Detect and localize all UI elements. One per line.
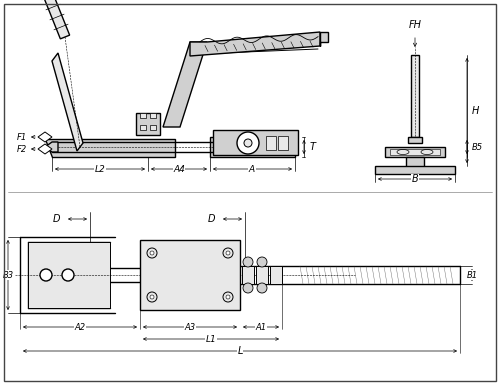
Bar	[270, 266, 282, 284]
Bar	[150, 125, 156, 130]
Circle shape	[243, 283, 253, 293]
Polygon shape	[320, 32, 328, 46]
Text: A: A	[249, 164, 255, 174]
Bar	[256, 266, 268, 284]
Circle shape	[150, 295, 154, 299]
Polygon shape	[45, 139, 175, 157]
Bar	[406, 157, 424, 169]
Polygon shape	[163, 42, 207, 127]
Circle shape	[226, 295, 230, 299]
Text: B3: B3	[2, 271, 14, 280]
Polygon shape	[210, 137, 295, 157]
Bar	[408, 137, 422, 143]
Bar	[411, 55, 419, 137]
Polygon shape	[45, 142, 58, 152]
Bar	[375, 166, 455, 174]
Text: H: H	[472, 105, 480, 116]
Text: L1: L1	[206, 335, 216, 343]
Text: B: B	[412, 174, 418, 184]
Polygon shape	[52, 53, 83, 151]
Text: A3: A3	[184, 323, 196, 331]
Text: T: T	[310, 142, 316, 152]
Text: L2: L2	[94, 164, 106, 174]
Circle shape	[223, 292, 233, 302]
Circle shape	[147, 292, 157, 302]
Text: F1: F1	[17, 132, 27, 142]
Circle shape	[243, 257, 253, 267]
Text: D: D	[52, 214, 60, 224]
Bar	[213, 130, 298, 155]
Circle shape	[40, 269, 52, 281]
Circle shape	[257, 257, 267, 267]
Text: D: D	[208, 214, 215, 224]
Polygon shape	[40, 0, 70, 39]
Bar	[242, 266, 254, 284]
Bar	[28, 242, 110, 308]
Circle shape	[147, 248, 157, 258]
Polygon shape	[190, 32, 320, 56]
Bar	[385, 147, 445, 157]
Text: A4: A4	[173, 164, 185, 174]
Bar	[140, 125, 146, 130]
Circle shape	[223, 248, 233, 258]
Text: L: L	[238, 346, 242, 356]
Circle shape	[244, 139, 252, 147]
Text: A2: A2	[74, 323, 86, 331]
Polygon shape	[38, 132, 52, 142]
Polygon shape	[38, 144, 52, 154]
Bar	[150, 113, 156, 118]
Circle shape	[150, 251, 154, 255]
Circle shape	[62, 269, 74, 281]
Bar	[266, 136, 276, 150]
Bar	[136, 113, 160, 135]
Circle shape	[237, 132, 259, 154]
Bar	[278, 136, 288, 150]
Text: A1: A1	[256, 323, 266, 331]
Circle shape	[257, 283, 267, 293]
Text: FH: FH	[408, 20, 422, 30]
Text: B5: B5	[472, 142, 483, 152]
Text: F2: F2	[17, 144, 27, 154]
Bar	[390, 149, 440, 155]
Text: D1: D1	[196, 271, 208, 280]
Bar	[140, 113, 146, 118]
Text: B1: B1	[466, 271, 477, 280]
Bar	[140, 240, 240, 310]
Circle shape	[226, 251, 230, 255]
